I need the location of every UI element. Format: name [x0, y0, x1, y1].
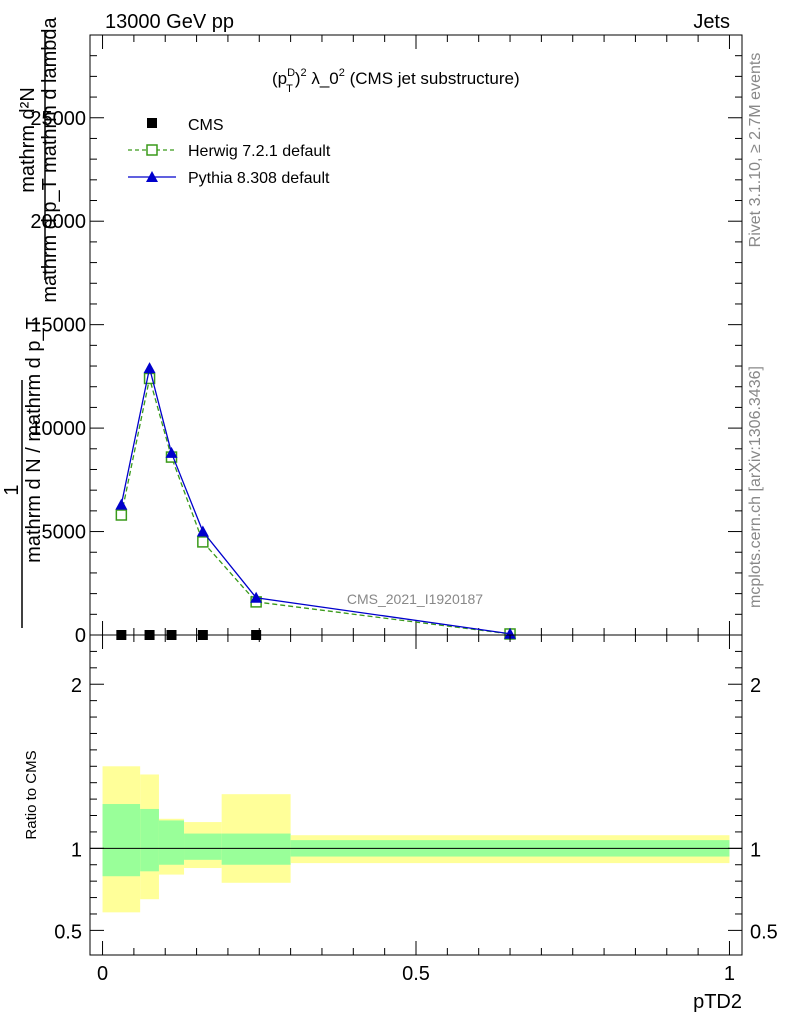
y-label-one: 1 — [1, 484, 23, 495]
legend-marker-herwig — [146, 144, 158, 156]
ratio-inner-band — [140, 808, 159, 872]
series-line-2 — [120, 367, 511, 635]
x-tick-label: 0 — [97, 963, 108, 985]
y-label-bottom: mathrm d N / mathrm d p_T — [23, 317, 45, 563]
x-tick-label: 0.5 — [402, 963, 430, 985]
rivet-label: Rivet 3.1.10, ≥ 2.7M events — [747, 53, 764, 248]
x-tick-label: 1 — [724, 963, 735, 985]
pythia-point — [250, 591, 263, 603]
ratio-x-ticks: 0 0.5 1 — [97, 635, 735, 985]
series-line-1 — [120, 378, 511, 635]
ratio-y-tick-label: 0.5 — [54, 921, 82, 943]
y-tick-label: 10000 — [30, 418, 86, 440]
ratio-y-ticks: 0.5 0.5 1 1 2 2 — [54, 650, 778, 943]
main-series — [115, 362, 517, 640]
ratio-y-tick-label: 1 — [71, 839, 82, 861]
legend-entry-cms: CMS — [147, 117, 224, 134]
y-tick-label: 0 — [75, 625, 86, 647]
y-label-top: mathrm d²N — [17, 87, 39, 193]
legend-label-pythia: Pythia 8.308 default — [188, 170, 330, 187]
ratio-bands — [102, 766, 730, 913]
ratio-inner-band — [221, 833, 291, 865]
ratio-inner-band — [158, 820, 185, 865]
legend-entry-herwig: Herwig 7.2.1 default — [128, 143, 331, 160]
legend: CMS Herwig 7.2.1 default Pythia 8.308 de… — [128, 117, 331, 187]
mcplots-label: mcplots.cern.ch [arXiv:1306.3436] — [747, 366, 764, 608]
plot-title: (pD T)2 λ_02 (CMS jet substructure) — [272, 67, 520, 95]
pythia-point — [115, 498, 128, 510]
main-y-axis-label: mathrm d²N mathrm d p_T mathrm d lambda … — [1, 16, 61, 628]
ratio-plot-panel: 0.5 0.51 12 2 0 0.5 1 Ratio to CMS pTD2 — [23, 634, 778, 1013]
ratio-y-tick-label-right: 2 — [750, 675, 761, 697]
legend-label-herwig: Herwig 7.2.1 default — [188, 143, 331, 160]
y-label-mid: mathrm d p_T mathrm d lambda — [39, 16, 61, 302]
y-tick-label: 5000 — [42, 522, 87, 544]
pythia-point — [504, 627, 517, 639]
legend-entry-pythia: Pythia 8.308 default — [128, 170, 330, 187]
ratio-y-axis-label: Ratio to CMS — [23, 750, 40, 839]
herwig-point — [197, 536, 209, 548]
ratio-y-tick-label: 2 — [71, 675, 82, 697]
legend-label-cms: CMS — [188, 117, 224, 134]
ratio-inner-band — [184, 833, 222, 860]
header-right: Jets — [693, 11, 730, 33]
pythia-point — [143, 362, 156, 374]
ratio-plot-frame — [89, 634, 743, 956]
ratio-inner-band — [102, 804, 141, 877]
watermark: CMS_2021_I1920187 — [347, 591, 483, 607]
herwig-point — [143, 372, 156, 385]
pythia-point — [165, 446, 178, 458]
pythia-point — [196, 525, 209, 537]
legend-marker-pythia — [146, 171, 158, 182]
y-tick-label: 15000 — [30, 315, 86, 337]
legend-marker-cms — [147, 118, 157, 128]
header-left: 13000 GeV pp — [105, 11, 234, 33]
x-axis-label: pTD2 — [693, 991, 742, 1013]
herwig-point — [115, 509, 128, 521]
ratio-y-tick-label-right: 1 — [750, 839, 761, 861]
ratio-y-tick-label-right: 0.5 — [750, 921, 778, 943]
